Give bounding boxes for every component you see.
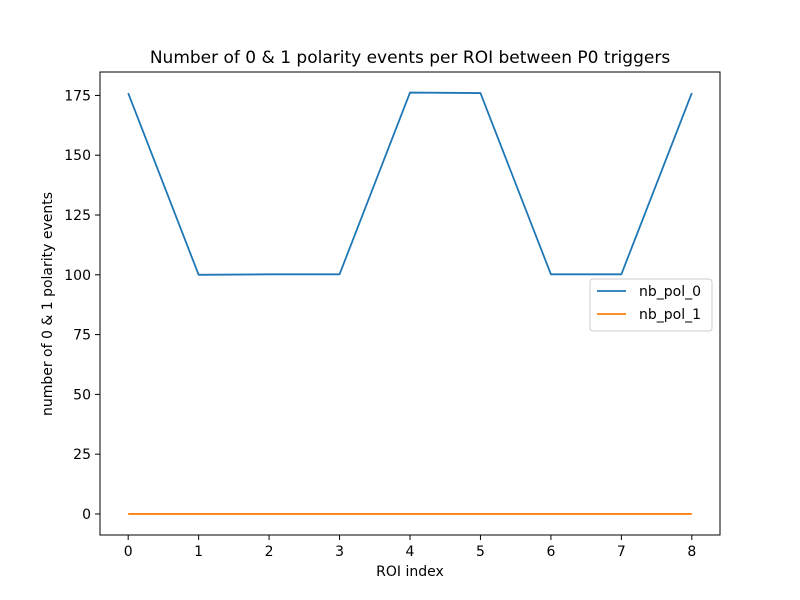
x-tick-label: 6 [546, 544, 555, 560]
x-tick-label: 2 [265, 544, 274, 560]
x-tick-label: 3 [335, 544, 344, 560]
legend: nb_pol_0 nb_pol_1 [589, 278, 713, 332]
legend-box [589, 278, 713, 332]
y-tick-label: 125 [64, 208, 91, 224]
x-tick-label: 0 [124, 544, 133, 560]
y-tick-label: 50 [73, 387, 91, 403]
x-axis: 0 1 2 3 4 5 6 7 8 [124, 535, 696, 560]
y-tick-label: 150 [64, 148, 91, 164]
x-tick-label: 4 [406, 544, 415, 560]
y-axis-label: number of 0 & 1 polarity events [40, 192, 56, 416]
y-tick-label: 0 [82, 507, 91, 523]
y-axis: 0 25 50 75 100 125 150 175 [64, 88, 100, 523]
x-axis-label: ROI index [376, 564, 444, 580]
legend-label: nb_pol_0 [639, 284, 701, 300]
legend-label: nb_pol_1 [639, 307, 701, 323]
x-tick-label: 8 [687, 544, 696, 560]
y-tick-label: 25 [73, 447, 91, 463]
y-tick-label: 75 [73, 328, 91, 344]
chart-title: Number of 0 & 1 polarity events per ROI … [150, 48, 670, 68]
y-tick-label: 100 [64, 268, 91, 284]
series-line-nb_pol_0 [127, 91, 693, 276]
y-tick-label: 175 [64, 88, 91, 104]
x-tick-label: 5 [476, 544, 485, 560]
x-tick-label: 7 [617, 544, 626, 560]
x-tick-label: 1 [194, 544, 203, 560]
